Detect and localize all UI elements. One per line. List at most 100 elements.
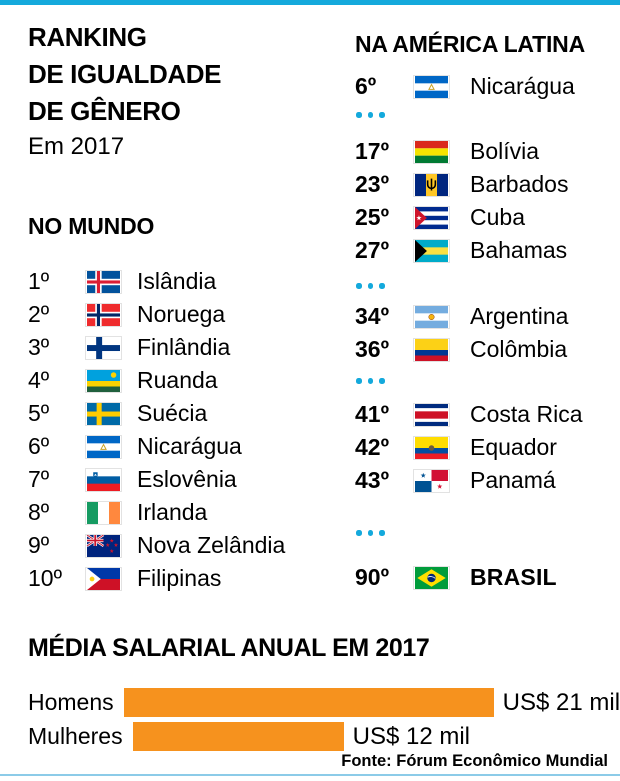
rank-label: 8º <box>28 499 50 525</box>
country-label: Panamá <box>470 467 556 493</box>
ranking-row: 23º Barbados <box>355 171 620 198</box>
world-section-heading: NO MUNDO <box>28 213 155 239</box>
country-label: Irlanda <box>137 499 208 525</box>
country-label: Eslovênia <box>137 466 237 492</box>
finland-flag-icon <box>85 335 137 360</box>
argentina-flag-icon <box>413 304 470 329</box>
page-title: RANKING DE IGUALDADE DE GÊNERO Em 2017 <box>28 19 222 162</box>
barbados-flag-icon <box>413 172 470 197</box>
iceland-flag-icon <box>85 269 137 294</box>
rank-label: 10º <box>28 565 62 591</box>
subtitle-year: Em 2017 <box>28 133 125 160</box>
rank-label: 5º <box>28 400 50 426</box>
slovenia-flag-icon <box>85 467 137 492</box>
panama-flag-icon <box>413 468 470 493</box>
country-label: Nicarágua <box>137 433 242 459</box>
bolivia-flag-icon <box>413 139 470 164</box>
new-zealand-flag-icon <box>85 533 137 558</box>
ireland-flag-icon <box>85 500 137 525</box>
country-label: Costa Rica <box>470 401 583 427</box>
salary-section-heading: MÉDIA SALARIAL ANUAL EM 2017 <box>28 634 430 662</box>
ecuador-flag-icon <box>413 435 470 460</box>
salary-bar-homens <box>123 688 494 717</box>
ranking-row: 43º Panamá <box>355 467 620 494</box>
rank-label: 9º <box>28 532 50 558</box>
ranking-row: 9º Nova Zelândia <box>28 532 343 559</box>
rank-label: 25º <box>355 204 389 230</box>
rank-label: 7º <box>28 466 50 492</box>
ranking-row: 6º Nicarágua <box>28 433 343 460</box>
costa-rica-flag-icon <box>413 402 470 427</box>
country-label: Islândia <box>137 268 217 294</box>
rank-label: 42º <box>355 434 389 460</box>
country-label: Bahamas <box>470 237 568 263</box>
rank-label: 43º <box>355 467 389 493</box>
ranking-row: 34º Argentina <box>355 303 620 330</box>
rank-label: 4º <box>28 367 50 393</box>
country-label: Cuba <box>470 204 525 230</box>
ranking-row: 41º Costa Rica <box>355 401 620 428</box>
source-credit: Fonte: Fórum Econômico Mundial <box>341 752 608 770</box>
country-label: Suécia <box>137 400 208 426</box>
country-label: Barbados <box>470 171 569 197</box>
bahamas-flag-icon <box>413 238 470 263</box>
nicaragua-flag-icon <box>85 434 137 459</box>
ranking-row: 25º Cuba <box>355 204 620 231</box>
bar-value-label: US$ 21 mil <box>502 688 620 716</box>
country-label: Argentina <box>470 303 569 329</box>
sweden-flag-icon <box>85 401 137 426</box>
salary-bar-row: Mulheres US$ 12 mil <box>28 722 470 751</box>
ranking-row: 8º Irlanda <box>28 499 343 526</box>
country-label: Colômbia <box>470 336 568 362</box>
ranking-row-brazil: 90º BRASIL <box>355 564 620 591</box>
ranking-row: 2º Noruega <box>28 301 343 328</box>
ranking-row: 6º Nicarágua <box>355 73 620 100</box>
country-label: Equador <box>470 434 557 460</box>
rank-label: 34º <box>355 303 389 329</box>
title-line-3: DE GÊNERO <box>28 96 181 126</box>
ellipsis-separator <box>356 378 385 384</box>
salary-bar-mulheres <box>132 722 344 751</box>
rank-label: 27º <box>355 237 389 263</box>
rank-label: 17º <box>355 138 389 164</box>
ranking-row: 10º Filipinas <box>28 565 343 592</box>
latam-section-heading: NA AMÉRICA LATINA <box>355 31 585 57</box>
nicaragua-flag-icon <box>413 74 470 99</box>
bar-value-label: US$ 12 mil <box>352 722 470 750</box>
rank-label: 90º <box>355 564 389 590</box>
rwanda-flag-icon <box>85 368 137 393</box>
cuba-flag-icon <box>413 205 470 230</box>
country-label: Finlândia <box>137 334 231 360</box>
colombia-flag-icon <box>413 337 470 362</box>
bottom-rule <box>0 774 620 776</box>
ranking-row: 42º Equador <box>355 434 620 461</box>
country-label: Bolívia <box>470 138 540 164</box>
bar-category-label: Homens <box>28 689 114 715</box>
country-label: Noruega <box>137 301 226 327</box>
rank-label: 41º <box>355 401 389 427</box>
title-line-2: DE IGUALDADE <box>28 59 222 89</box>
rank-label: 3º <box>28 334 50 360</box>
country-label: Filipinas <box>137 565 222 591</box>
rank-label: 6º <box>355 73 377 99</box>
rank-label: 2º <box>28 301 50 327</box>
ellipsis-separator <box>356 112 385 118</box>
norway-flag-icon <box>85 302 137 327</box>
rank-label: 1º <box>28 268 50 294</box>
ranking-row: 7º Eslovênia <box>28 466 343 493</box>
salary-bar-row: Homens US$ 21 mil <box>28 688 620 717</box>
ellipsis-separator <box>356 530 385 536</box>
ranking-row: 27º Bahamas <box>355 237 620 264</box>
ranking-row: 5º Suécia <box>28 400 343 427</box>
brazil-flag-icon <box>413 565 470 590</box>
rank-label: 6º <box>28 433 50 459</box>
ellipsis-separator <box>356 283 385 289</box>
rank-label: 23º <box>355 171 389 197</box>
philippines-flag-icon <box>85 566 137 591</box>
country-label: Ruanda <box>137 367 218 393</box>
ranking-row: 17º Bolívia <box>355 138 620 165</box>
ranking-row: 36º Colômbia <box>355 336 620 363</box>
ranking-row: 3º Finlândia <box>28 334 343 361</box>
country-label: Nova Zelândia <box>137 532 286 558</box>
